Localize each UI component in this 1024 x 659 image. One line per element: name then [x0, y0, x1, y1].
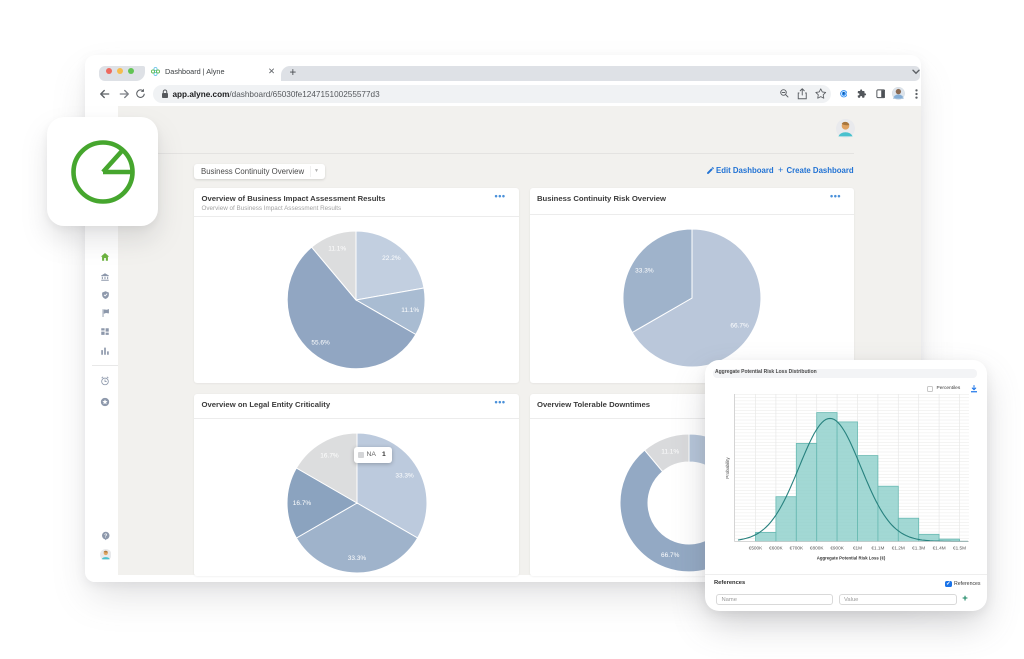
svg-text:66.7%: 66.7% [661, 552, 680, 559]
svg-text:€1.4M: €1.4M [933, 546, 946, 551]
svg-text:11.1%: 11.1% [401, 307, 419, 314]
svg-text:€700K: €700K [790, 546, 804, 551]
svg-text:€1.5M: €1.5M [953, 546, 966, 551]
svg-text:€1.3M: €1.3M [912, 546, 925, 551]
svg-text:€1.2M: €1.2M [892, 546, 905, 551]
svg-text:Probability: Probability [725, 457, 730, 479]
svg-text:16.7%: 16.7% [320, 453, 339, 460]
svg-text:Aggregate Potential Risk Loss: Aggregate Potential Risk Loss (€) [817, 556, 886, 561]
svg-text:€900K: €900K [830, 546, 844, 551]
svg-text:€1.1M: €1.1M [871, 546, 884, 551]
svg-text:66.7%: 66.7% [730, 323, 749, 330]
svg-text:11.1%: 11.1% [328, 246, 346, 253]
svg-text:55.6%: 55.6% [311, 339, 330, 346]
svg-text:33.3%: 33.3% [635, 268, 654, 275]
svg-text:€800K: €800K [810, 546, 824, 551]
svg-text:11.1%: 11.1% [661, 449, 679, 456]
svg-text:€600K: €600K [769, 546, 783, 551]
svg-text:€500K: €500K [749, 546, 763, 551]
svg-text:33.3%: 33.3% [395, 473, 414, 480]
svg-text:16.7%: 16.7% [293, 500, 312, 507]
svg-text:€1M: €1M [853, 546, 862, 551]
svg-text:33.3%: 33.3% [348, 555, 367, 562]
svg-text:?: ? [104, 533, 107, 539]
svg-text:22.2%: 22.2% [382, 255, 401, 262]
